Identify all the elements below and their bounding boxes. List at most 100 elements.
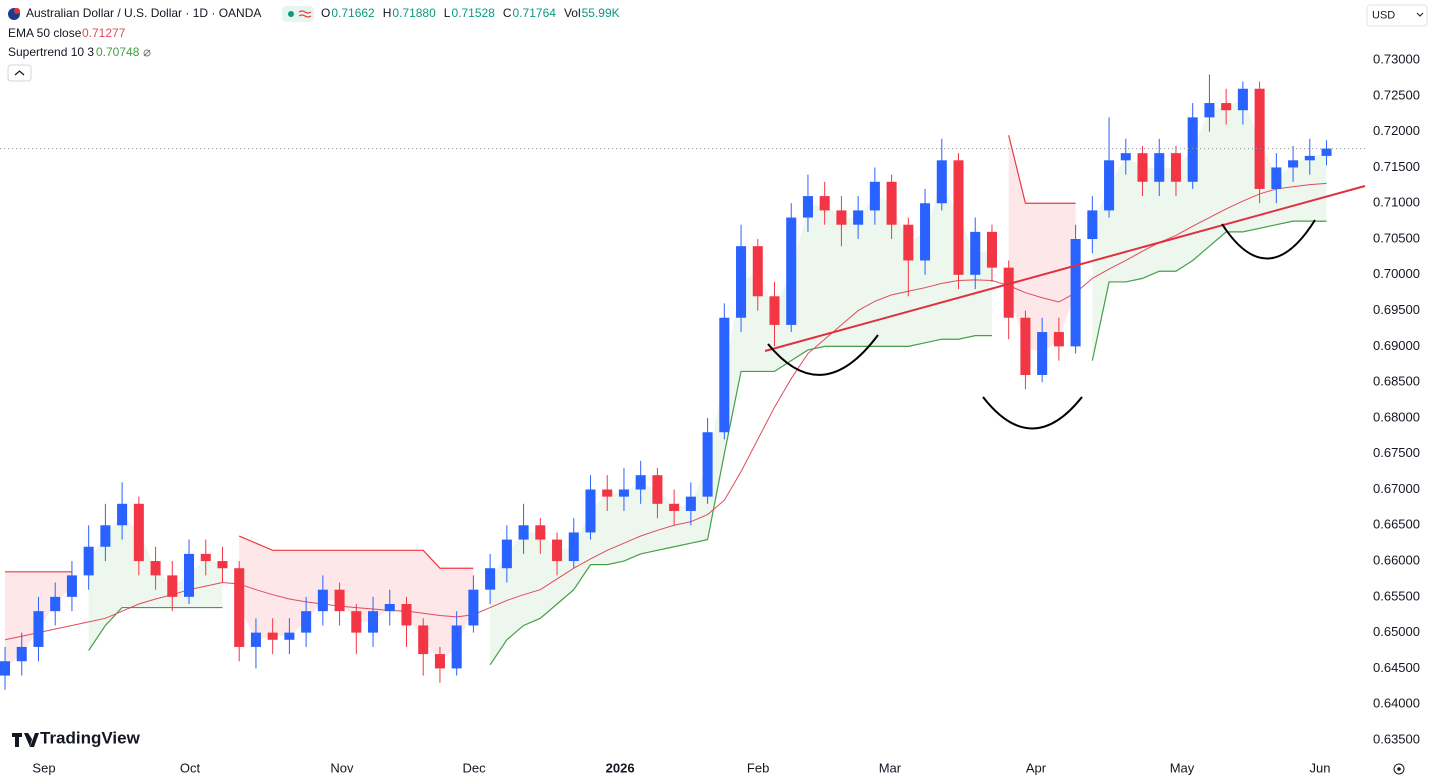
y-tick-label: 0.73000	[1373, 52, 1420, 67]
candle-body	[0, 661, 11, 676]
indicator-value: 0.70748	[96, 45, 140, 59]
candle-body	[736, 246, 747, 318]
candle-body	[317, 589, 328, 612]
candle-body	[986, 231, 997, 268]
candle-body	[1053, 332, 1064, 347]
supertrend-line	[238, 535, 474, 569]
candle-body	[1254, 88, 1265, 189]
candle-body	[1003, 267, 1014, 318]
y-tick-label: 0.66500	[1373, 517, 1420, 532]
candle-body	[853, 210, 864, 225]
candle-body	[1304, 155, 1315, 161]
candle-body	[869, 181, 880, 211]
legend-value: 0.71880	[392, 6, 436, 20]
ohlc-legend: O 0.71662 H 0.71880 L 0.71528 C 0.71764 Vol 55.99…	[321, 6, 620, 20]
y-tick-label: 0.63500	[1373, 731, 1420, 746]
x-tick-label: 2026	[606, 760, 635, 775]
candle-body	[217, 561, 228, 569]
candle-body	[83, 546, 94, 576]
pattern-arc	[767, 334, 879, 376]
legend-key: C	[503, 6, 512, 20]
y-tick-label: 0.64000	[1373, 696, 1420, 711]
candle-body	[786, 217, 797, 325]
candle-body	[167, 575, 178, 597]
hide-icon[interactable]	[143, 49, 151, 57]
candle-body	[936, 160, 947, 204]
currency-select[interactable]	[1366, 4, 1428, 27]
candle-body	[351, 611, 362, 633]
candle-body	[652, 475, 663, 504]
y-tick-label: 0.72000	[1373, 123, 1420, 138]
legend-key: Vol	[564, 6, 581, 20]
x-tick-label: Dec	[463, 760, 487, 775]
x-tick-label: Feb	[747, 760, 769, 775]
candle-body	[819, 196, 830, 211]
x-tick-label: May	[1170, 760, 1195, 775]
candle-body	[468, 589, 479, 626]
y-tick-label: 0.65000	[1373, 624, 1420, 639]
candle-body	[920, 203, 931, 261]
candle-body	[903, 224, 914, 261]
collapse-icon	[14, 70, 25, 76]
candle-body	[669, 503, 680, 511]
dropdown-icon	[1416, 12, 1424, 17]
settings-icon[interactable]	[1393, 763, 1405, 775]
candle-body	[1288, 160, 1299, 168]
candle-body	[635, 475, 646, 490]
settings-icon	[1397, 767, 1401, 771]
trend-fill	[490, 181, 992, 665]
candle-body	[1271, 167, 1282, 189]
symbol-title: Australian Dollar / U.S. Dollar · 1D · O…	[26, 6, 261, 20]
candle-body	[1037, 332, 1048, 375]
y-tick-label: 0.69000	[1373, 338, 1420, 353]
candle-body	[284, 632, 295, 640]
supertrend-line	[88, 606, 223, 651]
candle-body	[301, 611, 312, 633]
supertrend-line	[489, 335, 992, 666]
hide-icon	[143, 49, 151, 57]
candle-body	[133, 503, 144, 562]
candle-body	[66, 575, 77, 597]
y-tick-label: 0.71500	[1373, 159, 1420, 174]
candle-body	[1170, 153, 1181, 182]
candle-body	[451, 625, 462, 669]
legend-value: 0.71764	[513, 6, 557, 20]
candle-body	[836, 210, 847, 225]
x-tick-label: Apr	[1026, 760, 1047, 775]
candle-body	[1087, 210, 1098, 240]
candle-body	[1237, 88, 1248, 111]
candle-body	[1221, 103, 1232, 111]
symbol-icon	[14, 8, 20, 14]
y-tick-label: 0.69500	[1373, 302, 1420, 317]
candle-body	[618, 489, 629, 497]
candle-body	[602, 489, 613, 497]
candle-body	[16, 646, 27, 662]
y-tick-label: 0.67000	[1373, 481, 1420, 496]
candle-body	[552, 539, 563, 562]
candle-body	[518, 525, 529, 540]
candle-body	[1204, 103, 1215, 118]
candle-body	[250, 632, 261, 647]
candle-body	[334, 589, 345, 612]
candle-body	[685, 496, 696, 511]
legend-value: 55.99K	[582, 6, 620, 20]
candle-body	[769, 296, 780, 325]
brand-name: TradingView	[40, 728, 141, 747]
collapse-button[interactable]	[7, 64, 32, 82]
indicator-value: 0.71277	[82, 26, 126, 40]
candle-body	[368, 611, 379, 633]
status-icon	[298, 10, 312, 18]
candle-body	[886, 181, 897, 225]
status-badge[interactable]	[282, 6, 314, 22]
candle-body	[485, 568, 496, 590]
candle-body	[33, 611, 44, 647]
pattern-arc	[1221, 219, 1316, 260]
candle-body	[100, 525, 111, 547]
y-tick-label: 0.64500	[1373, 660, 1420, 675]
candle-body	[200, 553, 211, 562]
trendline	[764, 185, 1366, 352]
candle-body	[418, 625, 429, 655]
pattern-arc	[982, 396, 1083, 430]
